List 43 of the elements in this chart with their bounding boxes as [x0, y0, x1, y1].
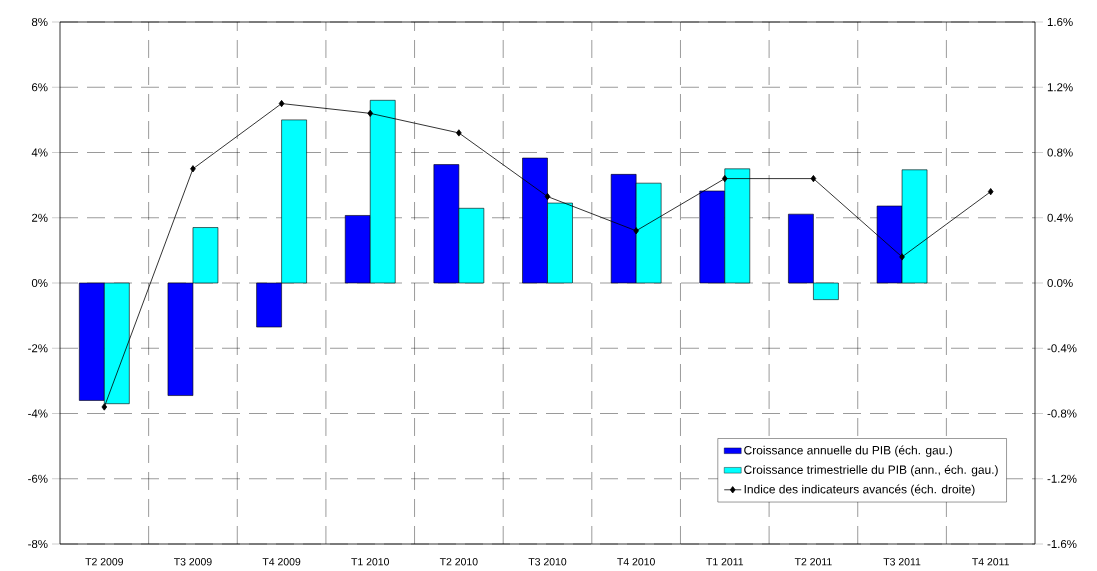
- point: [544, 192, 551, 201]
- y2-tick-label: 1.6%: [1047, 17, 1073, 27]
- point: [899, 253, 905, 261]
- point: [190, 165, 196, 173]
- legend-label: Croissance annuelle du PIB (éch. gau.): [744, 445, 952, 457]
- x-tick-label: T1 2011: [706, 558, 744, 566]
- y-tick-label: -2%: [28, 344, 48, 353]
- point: [633, 227, 639, 235]
- x-tick-label: T3 2011: [883, 558, 921, 566]
- point: [721, 175, 728, 183]
- y-tick-label: 8%: [31, 17, 48, 27]
- y-tick-label: -6%: [28, 474, 48, 483]
- point: [101, 403, 108, 411]
- x-tick-label: T4 2011: [972, 558, 1009, 566]
- x-tick-label: T2 2011: [794, 558, 832, 566]
- point: [810, 175, 817, 183]
- y2-tick-label: 1.2%: [1047, 83, 1073, 92]
- y-tick-label: 0%: [31, 278, 48, 288]
- point: [367, 109, 374, 117]
- y2-tick-label: -1.6%: [1047, 539, 1077, 549]
- x-tick-label: T4 2009: [262, 558, 301, 566]
- legend-label: Indice des indicateurs avancés (éch. droite): [744, 484, 975, 496]
- y2-tick-label: -0.4%: [1047, 344, 1077, 353]
- y-tick-label: 2%: [32, 213, 48, 222]
- point: [278, 99, 285, 108]
- point: [987, 188, 994, 196]
- y2-tick-label: 0.8%: [1047, 148, 1073, 157]
- x-tick-label: T3 2010: [528, 558, 567, 566]
- y-tick-label: -8%: [28, 539, 48, 549]
- x-tick-label: T3 2009: [174, 558, 212, 566]
- y-tick-label: 4%: [31, 148, 48, 157]
- x-tick-label: T2 2010: [439, 558, 478, 566]
- y2-tick-label: -0.8%: [1047, 409, 1077, 418]
- x-tick-label: T1 2010: [351, 558, 389, 566]
- y-tick-label: -4%: [28, 409, 48, 418]
- y2-tick-label: -1.2%: [1047, 474, 1077, 483]
- point: [456, 129, 462, 137]
- legend-label: Croissance trimestrielle du PIB (ann., éch. gau.): [744, 465, 998, 477]
- y2-tick-label: 0.4%: [1047, 213, 1073, 222]
- x-tick-label: T4 2010: [617, 558, 655, 566]
- y2-tick-label: 0.0%: [1047, 278, 1073, 288]
- x-tick-label: T2 2009: [85, 558, 123, 566]
- y-tick-label: 6%: [32, 83, 48, 92]
